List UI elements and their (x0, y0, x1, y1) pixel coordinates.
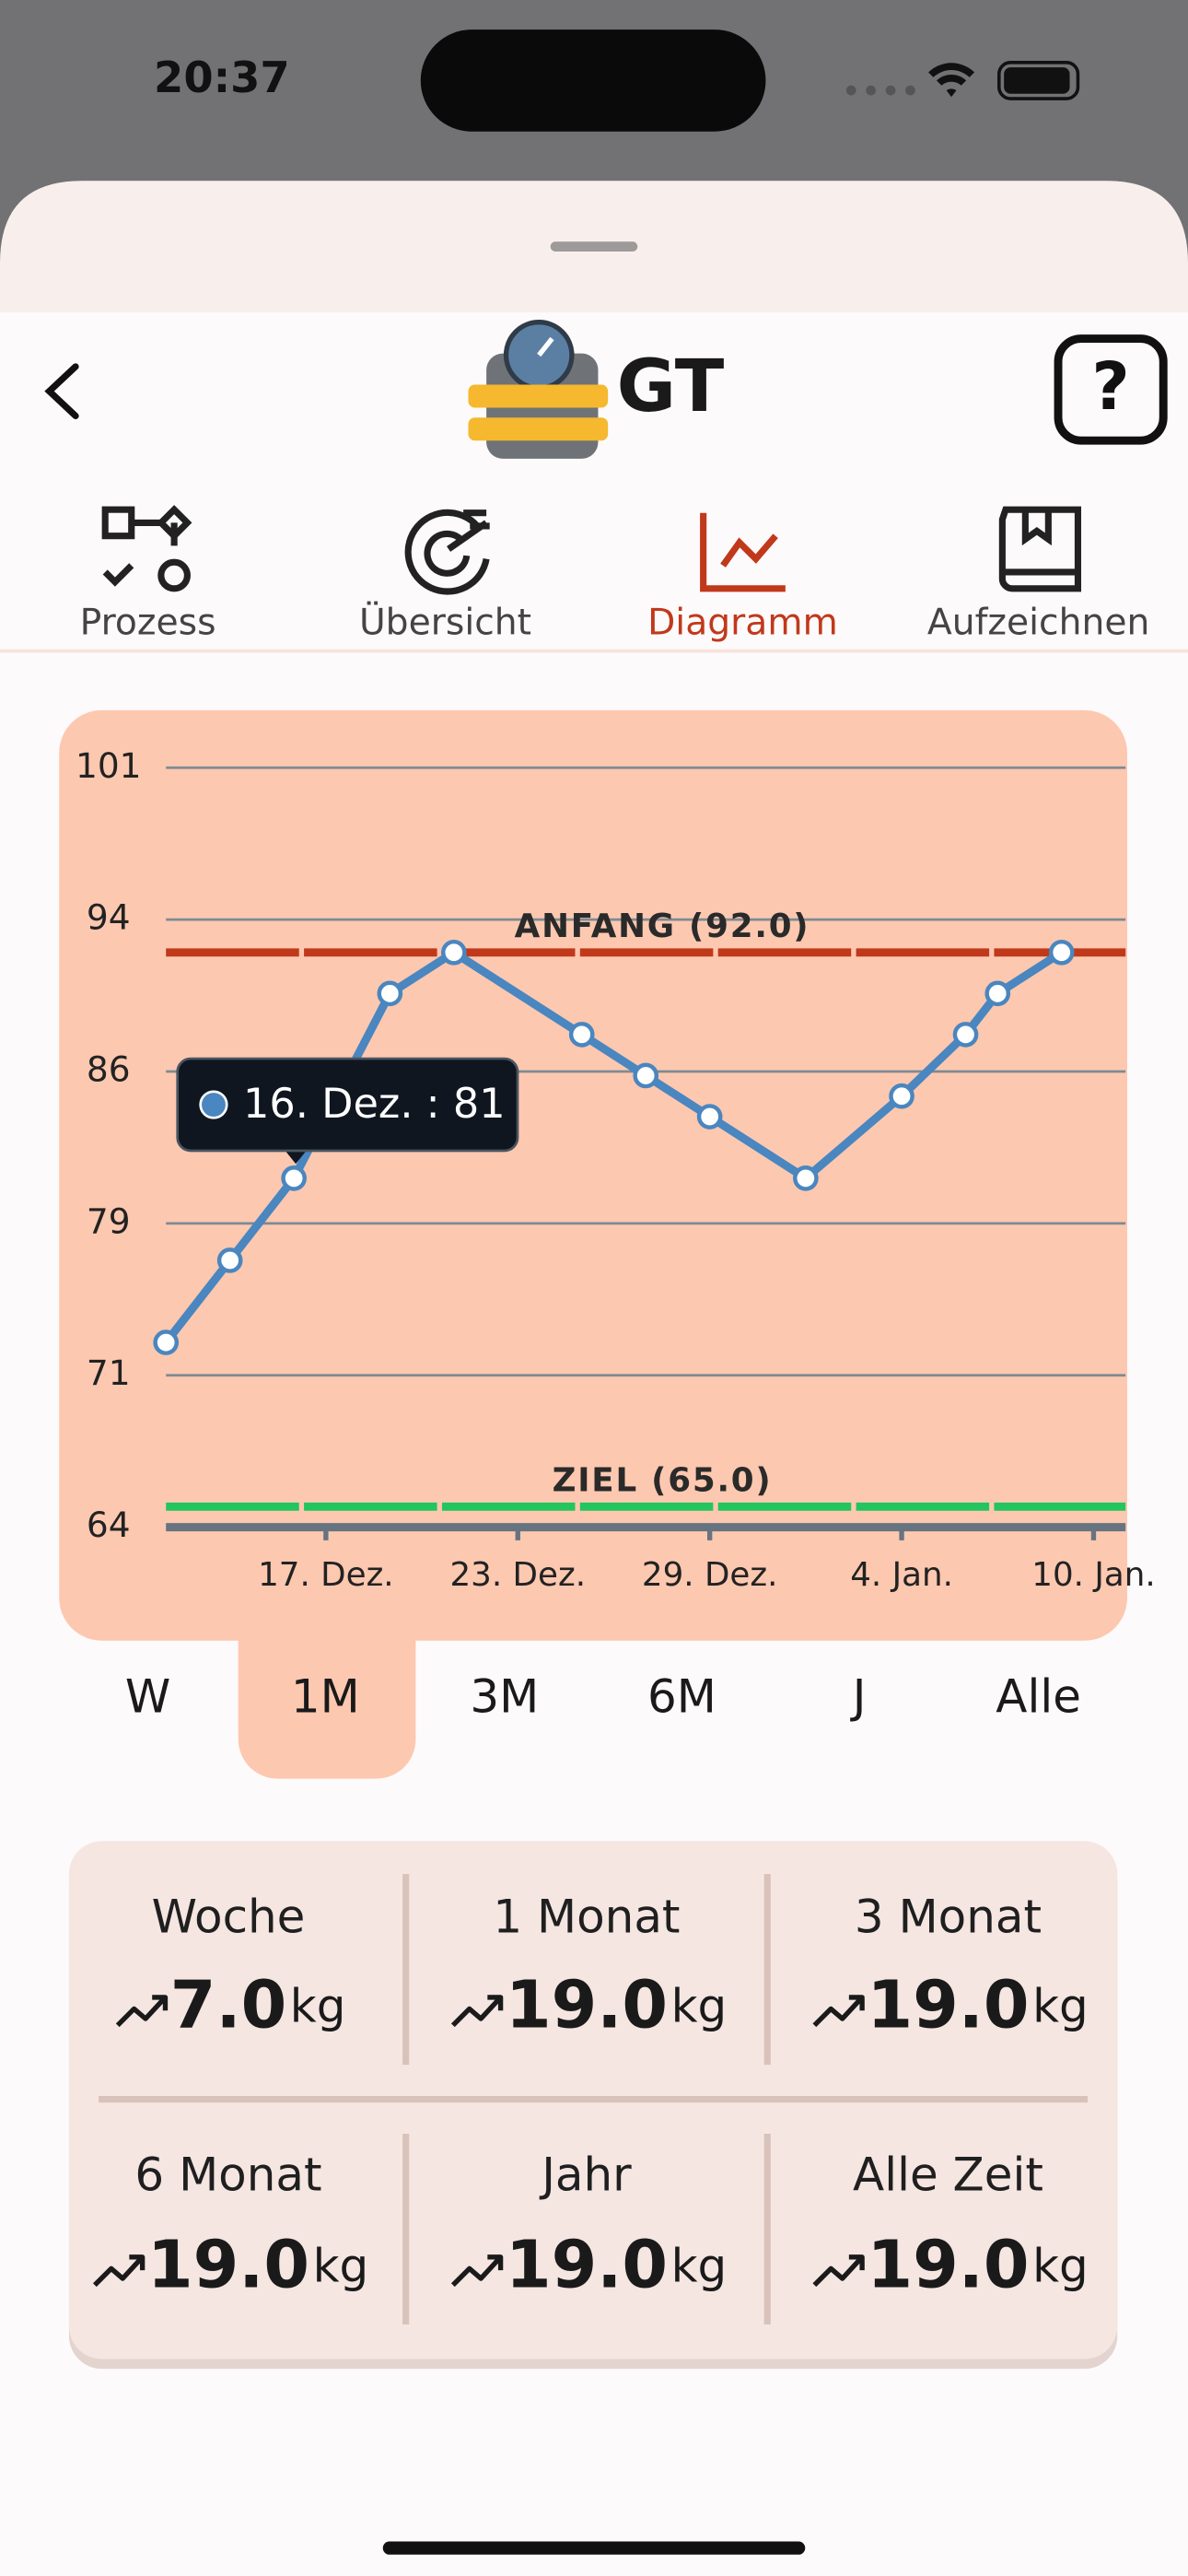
stat-value: 19.0 kg (506, 2226, 727, 2302)
data-point (377, 980, 403, 1007)
stat-value: 7.0 kg (170, 1966, 346, 2043)
stat-value: 19.0 kg (147, 2226, 368, 2302)
trend-icon (93, 2254, 146, 2288)
data-point (281, 1165, 307, 1191)
stat-unit: kg (1032, 2239, 1089, 2292)
tab-icons (101, 505, 1082, 595)
y-tick-label: 64 (87, 1505, 131, 1545)
dynamic-island (420, 29, 766, 132)
x-tick-label: 4. Jan. (850, 1556, 953, 1594)
range-button[interactable]: W (125, 1669, 170, 1723)
data-point (1048, 939, 1075, 966)
range-button[interactable]: Alle (996, 1669, 1081, 1723)
y-tick-label: 79 (87, 1200, 131, 1241)
data-point (696, 1104, 723, 1130)
range-button[interactable]: 6M (647, 1669, 716, 1723)
range-button[interactable]: J (850, 1669, 867, 1723)
tab-label[interactable]: Prozess (80, 603, 216, 644)
status-time: 20:37 (154, 53, 290, 102)
stat-unit: kg (290, 1979, 346, 2032)
stat-value: 19.0 kg (506, 1966, 727, 2043)
data-point (889, 1083, 914, 1109)
data-point (984, 980, 1011, 1007)
y-tick-label: 101 (76, 745, 141, 786)
help-button[interactable]: ? (1091, 348, 1129, 425)
stat-number: 19.0 (506, 2226, 668, 2302)
stat-label: 6 Monat (134, 2149, 321, 2202)
tab-label[interactable]: Übersicht (359, 602, 531, 644)
stat-unit: kg (1032, 1979, 1089, 2032)
stat-value: 19.0 kg (867, 2226, 1088, 2302)
header-title: GT (617, 344, 725, 428)
trend-icon (450, 2254, 504, 2288)
stat-label: Woche (152, 1891, 306, 1944)
y-tick-label: 94 (87, 897, 131, 938)
back-button[interactable] (44, 363, 79, 419)
chart-card (59, 709, 1127, 1641)
sheet-handle[interactable] (550, 241, 638, 252)
data-point (568, 1022, 595, 1048)
app-logo (468, 320, 609, 459)
stat-number: 19.0 (867, 2226, 1029, 2302)
status-icons (845, 61, 1080, 100)
data-point (440, 939, 467, 966)
data-point (153, 1329, 180, 1355)
tooltip-label: 16. Dez. : 81 (243, 1080, 506, 1128)
y-tick-label: 86 (87, 1049, 131, 1090)
x-tick-label: 29. Dez. (642, 1556, 778, 1594)
stat-label: Alle Zeit (853, 2149, 1043, 2202)
range-button[interactable]: 1M (291, 1669, 360, 1723)
trend-icon (450, 1995, 504, 2028)
stat-number: 19.0 (867, 1966, 1029, 2043)
y-tick-label: 71 (87, 1352, 131, 1393)
data-point (793, 1165, 819, 1191)
stat-number: 7.0 (170, 1966, 286, 2043)
home-indicator (382, 2541, 806, 2555)
tooltip-dot (199, 1090, 228, 1119)
stat-number: 19.0 (506, 1966, 668, 2043)
data-point (633, 1062, 659, 1089)
trend-icon (115, 1995, 169, 2028)
trend-icon (812, 1995, 865, 2028)
help-frame[interactable] (1054, 334, 1168, 445)
x-tick-label: 10. Jan. (1031, 1556, 1155, 1594)
tab-label[interactable]: Diagramm (647, 603, 838, 644)
x-tick-label: 23. Dez. (449, 1556, 586, 1594)
x-tick-label: 17. Dez. (258, 1556, 394, 1594)
reference-label: ANFANG (92.0) (515, 907, 810, 945)
stat-unit: kg (671, 1979, 728, 2032)
tab-label[interactable]: Aufzeichnen (927, 603, 1150, 644)
tooltip (176, 1057, 519, 1153)
stat-unit: kg (671, 2239, 728, 2292)
range-button[interactable]: 3M (470, 1669, 539, 1723)
data-point (952, 1022, 979, 1048)
stat-value: 19.0 kg (867, 1966, 1088, 2043)
stat-label: 3 Monat (855, 1891, 1042, 1944)
reference-label: ZIEL (65.0) (553, 1462, 773, 1500)
stat-label: 1 Monat (493, 1891, 680, 1944)
stat-number: 19.0 (147, 2226, 309, 2302)
stat-unit: kg (313, 2239, 369, 2292)
data-point (216, 1247, 243, 1273)
stat-label: Jahr (539, 2149, 632, 2202)
tab-divider (0, 649, 1188, 653)
trend-icon (812, 2254, 865, 2288)
stats-dividers (99, 1874, 1089, 2325)
